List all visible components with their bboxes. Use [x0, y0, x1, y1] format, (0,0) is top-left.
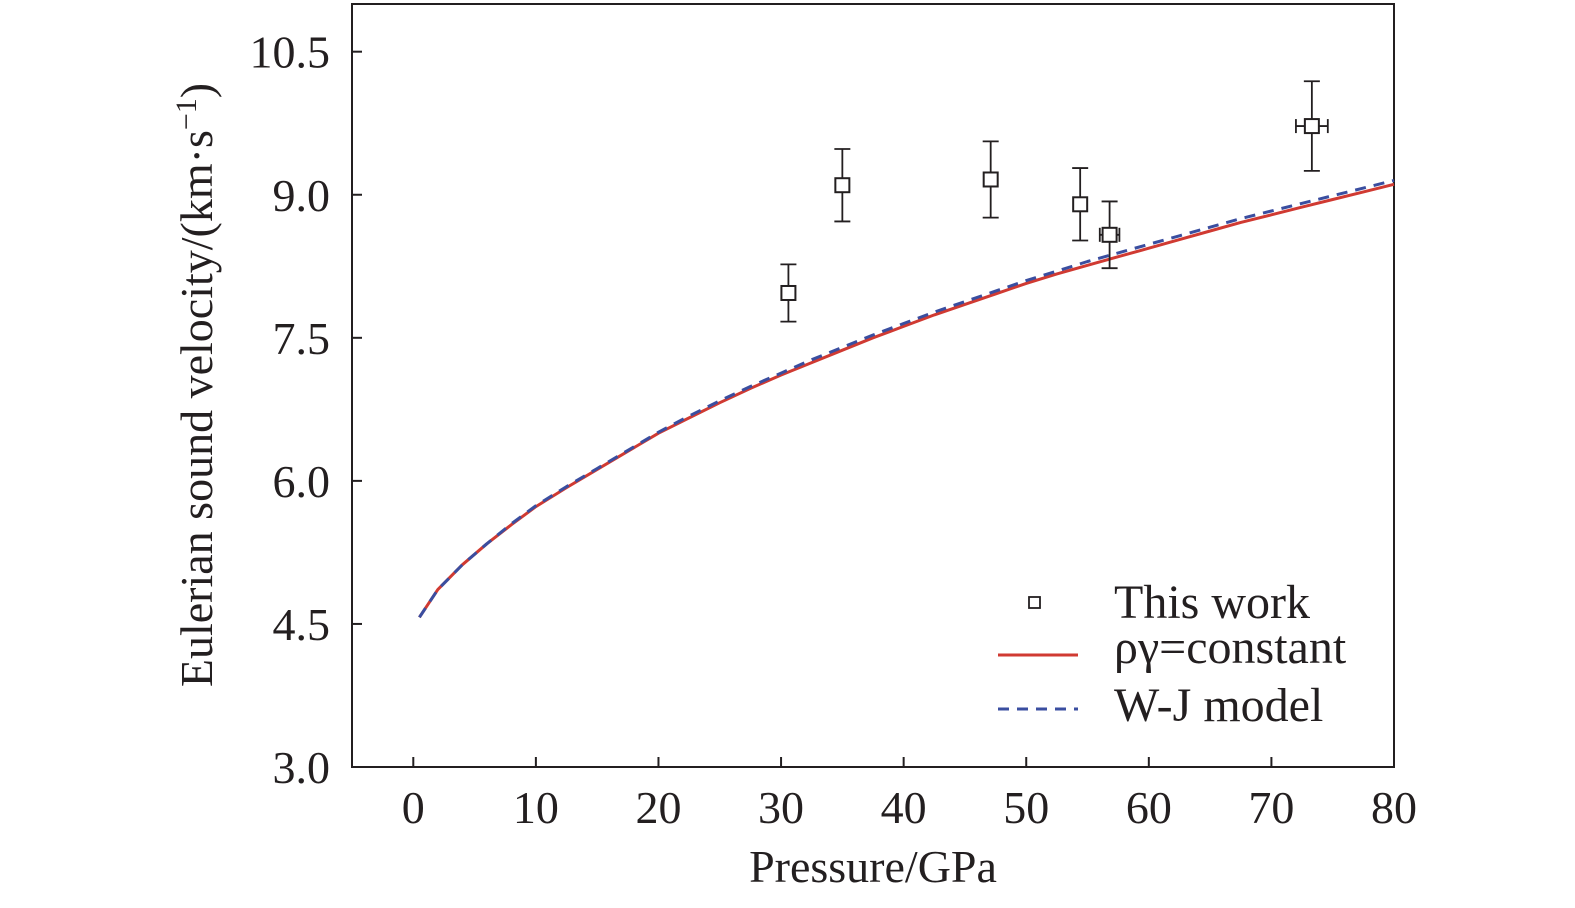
plot-frame	[351, 3, 1395, 768]
legend-label-wj-model: W-J model	[1114, 679, 1323, 732]
y-axis-label-superscript: −1	[170, 98, 203, 130]
y-tick-label: 6.0	[273, 456, 331, 507]
x-tick-label: 10	[513, 782, 559, 833]
square-marker	[834, 177, 851, 194]
series-line-rho-gamma	[418, 182, 1395, 619]
y-tick-label: 3.0	[273, 742, 331, 793]
y-axis-label: Eulerian sound velocity/(km·s−1)	[170, 83, 222, 687]
y-tick-label: 10.5	[250, 27, 331, 78]
series-lines-group	[418, 178, 1395, 619]
data-points-group	[780, 80, 1329, 323]
data-point	[834, 148, 851, 223]
data-point	[982, 140, 999, 219]
x-tick-label: 30	[758, 782, 804, 833]
data-point	[780, 263, 797, 323]
x-tick-label: 0	[402, 782, 425, 833]
x-tick-label: 50	[1003, 782, 1049, 833]
x-tick-label: 80	[1371, 782, 1417, 833]
data-point	[1098, 200, 1121, 270]
x-tick-label: 40	[881, 782, 927, 833]
y-tick-label: 7.5	[273, 313, 331, 364]
legend-label-this-work: This work	[1114, 576, 1310, 629]
y-axis-label-main: Eulerian sound velocity/(km·s	[171, 130, 222, 687]
x-tick-label: 20	[635, 782, 681, 833]
square-marker	[982, 171, 999, 188]
data-point	[1072, 167, 1089, 242]
y-tick-label: 4.5	[273, 599, 331, 650]
y-tick-label: 9.0	[273, 170, 331, 221]
square-marker	[1072, 196, 1089, 213]
legend: This work ργ=constant W-J model	[998, 576, 1347, 732]
y-axis-label-close: )	[171, 83, 222, 98]
x-axis-tick-labels: 0 10 20 30 40 50 60 70 80	[402, 782, 1417, 833]
x-tick-label: 70	[1248, 782, 1294, 833]
square-marker	[780, 284, 797, 301]
legend-marker-this-work	[1028, 596, 1041, 609]
series-line-wj-model	[418, 178, 1395, 619]
plot-frame-group	[351, 3, 1395, 768]
data-point	[1295, 80, 1329, 172]
x-axis-label: Pressure/GPa	[749, 841, 997, 892]
square-marker	[1101, 226, 1118, 243]
y-axis-tick-labels: 3.0 4.5 6.0 7.5 9.0 10.5	[250, 27, 331, 793]
x-tick-label: 60	[1126, 782, 1172, 833]
legend-label-rho-gamma: ργ=constant	[1114, 621, 1347, 674]
square-marker	[1303, 118, 1320, 135]
